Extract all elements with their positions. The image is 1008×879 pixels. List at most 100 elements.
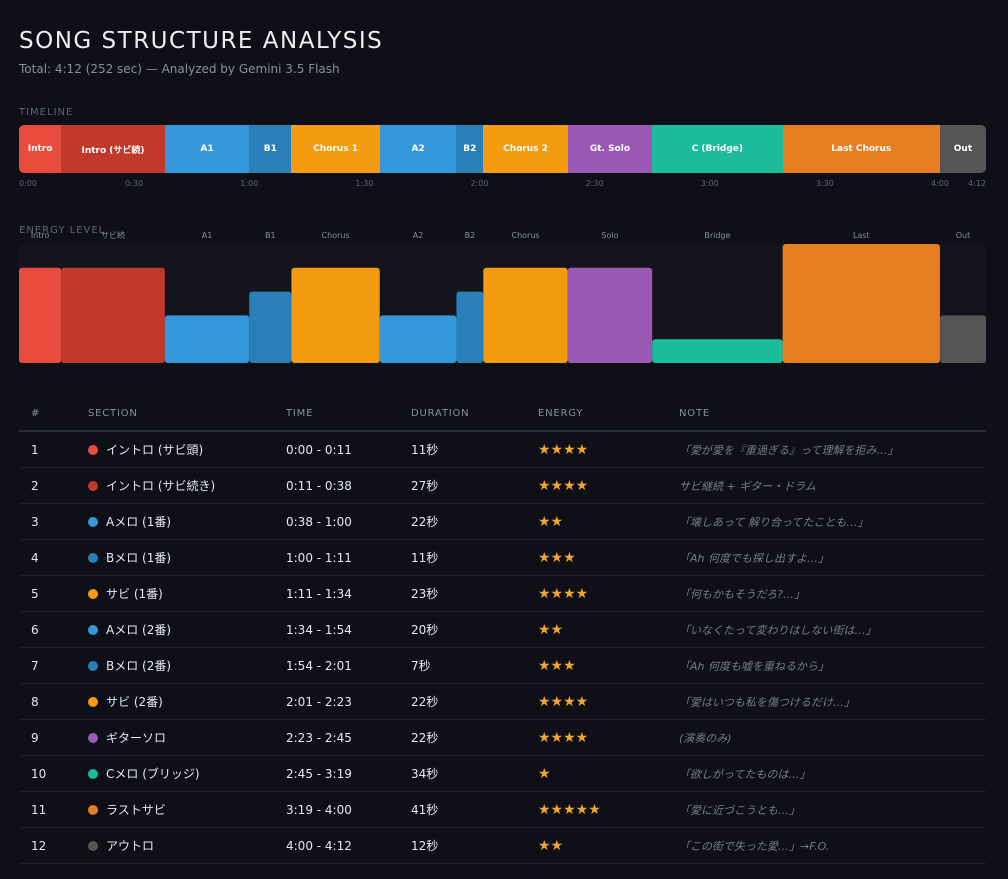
row-duration: 22秒 [411,731,439,745]
row-section: アウトロ [88,837,286,854]
row-time: 4:00 - 4:12 [286,838,352,853]
row-energy-stars: ★★★★ [538,693,589,710]
row-energy-stars: ★★★★ [538,441,589,458]
row-duration: 12秒 [411,839,439,853]
row-section: Aメロ (2番) [88,621,286,638]
row-section-label: イントロ (サビ頭) [106,443,204,457]
row-section-label: アウトロ [106,839,155,853]
row-num: 6 [31,622,39,637]
row-note: 「Ah 何度も嘘を重ねるから」 [679,659,829,673]
row-section: Bメロ (2番) [88,657,286,674]
section-color-dot [88,552,98,563]
row-note: (演奏のみ) [679,731,732,745]
energy-bar [939,315,986,363]
energy-bar-label: Out [956,231,971,240]
section-color-dot [88,840,98,851]
row-section-label: Bメロ (2番) [106,659,172,673]
energy-bar-label: B1 [265,231,276,240]
energy-bar-label: B2 [465,231,476,240]
row-note: サビ継続 + ギター・ドラム [679,479,816,493]
row-num: 8 [31,694,39,709]
row-energy-stars: ★★ [538,837,564,854]
row-num: 12 [31,838,47,853]
section-color-dot [88,660,98,671]
section-color-dot [88,480,98,491]
table-row: 3 Aメロ (1番) 0:38 - 1:00 22秒 ★★ 「壊しあって 解り合ってたこと… [19,504,986,540]
timeline-tick: 1:00 [240,179,259,188]
section-color-dot [88,768,98,779]
row-duration: 23秒 [411,587,439,601]
row-note: 「いなくたって変わりはしない街は…」 [679,623,877,637]
row-section-label: Cメロ (ブリッジ) [106,767,200,781]
section-color-dot [88,444,98,455]
energy-chart: Intro サビ続 A1 B1 Chorus A2 B2 Chorus Solo Bridge La… [19,228,986,364]
row-time: 1:00 - 1:11 [286,550,352,565]
timeline-segment: Out [939,125,986,173]
row-section: Aメロ (1番) [88,513,286,530]
row-section: イントロ (サビ頭) [88,441,286,458]
row-note: 「愛はいつも私を傷つけるだけ…」 [679,695,855,709]
row-section: ラストサビ [88,801,286,818]
row-num: 9 [31,730,39,745]
row-section: Cメロ (ブリッジ) [88,765,286,782]
energy-bar [379,315,457,363]
row-section-label: ギターソロ [106,731,167,745]
row-duration: 34秒 [411,767,439,781]
table-row: 12 アウトロ 4:00 - 4:12 12秒 ★★ 「この街で失った愛…」→F.O. [19,828,986,864]
table-row: 10 Cメロ (ブリッジ) 2:45 - 3:19 34秒 ★ 「欲しがってたものは…」 [19,756,986,792]
row-time: 1:54 - 2:01 [286,658,352,673]
section-color-dot [88,732,98,743]
section-table: # SECTION TIME DURATION ENERGY NOTE 1 イント… [19,396,986,864]
timeline-tick: 2:00 [470,179,489,188]
table-row: 1 イントロ (サビ頭) 0:00 - 0:11 11秒 ★★★★ 「愛が愛を『重過ぎる』… [19,432,986,468]
row-section: サビ (1番) [88,585,286,602]
header-energy: ENERGY [538,407,584,419]
energy-bar [567,267,653,363]
timeline-tick: 0:00 [19,179,37,188]
row-section: サビ (2番) [88,693,286,710]
timeline-tick: 3:30 [815,179,834,188]
row-section-label: ラストサビ [106,803,166,817]
energy-bar-label: サビ続 [101,230,125,240]
row-section-label: イントロ (サビ続き) [106,479,216,493]
row-note: 「愛が愛を『重過ぎる』って理解を拒み…」 [679,443,899,457]
timeline-tick: 2:30 [585,179,604,188]
row-num: 7 [31,658,39,673]
timeline-segment: B1 [249,125,292,173]
row-energy-stars: ★★★★ [538,729,589,746]
header-num: # [31,407,41,419]
energy-bar [782,244,940,363]
row-time: 0:00 - 0:11 [286,442,352,457]
row-num: 4 [31,550,39,565]
energy-bar [483,267,568,363]
timeline-segment: A1 [164,125,250,173]
row-section: ギターソロ [88,729,286,746]
row-time: 2:45 - 3:19 [286,766,352,781]
row-energy-stars: ★★★ [538,657,576,674]
row-num: 11 [31,802,47,817]
row-time: 1:34 - 1:54 [286,622,352,637]
table-body: 1 イントロ (サビ頭) 0:00 - 0:11 11秒 ★★★★ 「愛が愛を『重過ぎる』… [19,432,986,864]
row-duration: 22秒 [411,515,439,529]
row-section-label: Aメロ (2番) [106,623,172,637]
row-section-label: Bメロ (1番) [106,551,172,565]
row-energy-stars: ★★ [538,621,564,638]
table-row: 7 Bメロ (2番) 1:54 - 2:01 7秒 ★★★ 「Ah 何度も嘘を重ねるから」 [19,648,986,684]
row-section-label: Aメロ (1番) [106,515,172,529]
timeline-segment: Chorus 1 [291,125,380,173]
row-duration: 11秒 [411,551,439,565]
row-duration: 27秒 [411,479,439,493]
energy-bar [19,267,62,363]
row-note: 「欲しがってたものは…」 [679,767,811,781]
row-section-label: サビ (2番) [106,695,163,709]
timeline-tick: 4:12 [968,179,986,188]
timeline-segment: Chorus 2 [483,125,568,173]
row-num: 5 [31,586,39,601]
row-time: 3:19 - 4:00 [286,802,352,817]
timeline-segment: Last Chorus [782,125,940,173]
timeline-label: TIMELINE [19,107,74,118]
row-time: 0:38 - 1:00 [286,514,352,529]
timeline-segment: A2 [379,125,457,173]
energy-bar-label: Last [853,231,870,240]
section-color-dot [88,588,98,599]
